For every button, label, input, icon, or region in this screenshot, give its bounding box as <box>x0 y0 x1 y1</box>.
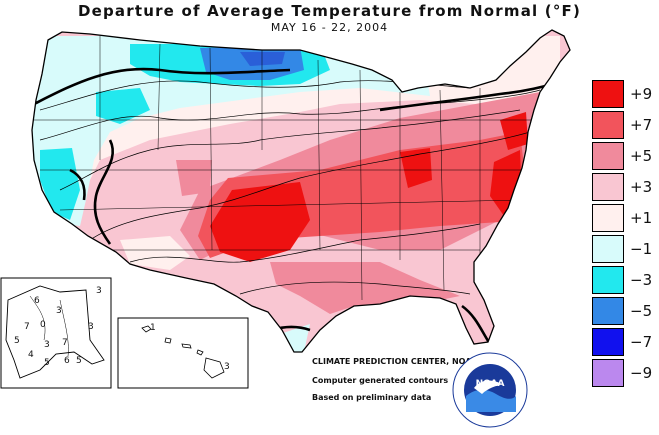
legend-swatch <box>592 173 624 201</box>
state-boundaries <box>34 36 560 301</box>
legend-swatch <box>592 297 624 325</box>
legend-swatch <box>592 111 624 139</box>
noaa-logo: NOAA <box>452 352 528 428</box>
us-outline <box>31 29 571 353</box>
alaska-label: 5 <box>44 358 50 368</box>
alaska-label: 5 <box>14 336 20 346</box>
credit-line1: Computer generated contours <box>312 376 449 385</box>
legend-swatch <box>592 328 624 356</box>
alaska-label: 7 <box>24 322 30 332</box>
hawaii-inset <box>117 317 249 389</box>
credit-center: CLIMATE PREDICTION CENTER, NOAA <box>312 357 478 366</box>
legend-label: +5 <box>630 147 653 165</box>
legend-swatch <box>592 235 624 263</box>
legend-swatch <box>592 266 624 294</box>
legend-swatch <box>592 142 624 170</box>
legend-label: −9 <box>630 364 653 382</box>
alaska-label: 3 <box>88 322 94 332</box>
legend-label: +9 <box>630 85 653 103</box>
legend-label: −7 <box>630 333 653 351</box>
legend-label: +3 <box>630 178 653 196</box>
alaska-label: 4 <box>28 350 34 360</box>
alaska-label: 0 <box>40 320 46 330</box>
contour-lines <box>39 80 541 295</box>
hawaii-label: 1 <box>150 323 156 333</box>
legend-label: +7 <box>630 116 653 134</box>
legend-label: −5 <box>630 302 653 320</box>
legend-label: −3 <box>630 271 653 289</box>
alaska-label: 7 <box>62 338 68 348</box>
map-title: Departure of Average Temperature from No… <box>77 2 582 20</box>
legend-label: +1 <box>630 209 653 227</box>
logo-text: NOAA <box>476 379 505 389</box>
alaska-label: 5 <box>76 356 82 366</box>
alaska-label: 3 <box>44 340 50 350</box>
alaska-label: 3 <box>96 286 102 296</box>
credit-line2: Based on preliminary data <box>312 393 432 402</box>
map-subtitle: MAY 16 - 22, 2004 <box>270 21 389 34</box>
legend-label: −1 <box>630 240 653 258</box>
alaska-label: 3 <box>56 306 62 316</box>
alaska-label: 6 <box>64 356 70 366</box>
hawaii-label: 3 <box>224 362 230 372</box>
alaska-inset <box>0 277 112 389</box>
legend-swatch <box>592 204 624 232</box>
legend-swatch <box>592 80 624 108</box>
alaska-label: 6 <box>34 296 40 306</box>
legend-swatch <box>592 359 624 387</box>
